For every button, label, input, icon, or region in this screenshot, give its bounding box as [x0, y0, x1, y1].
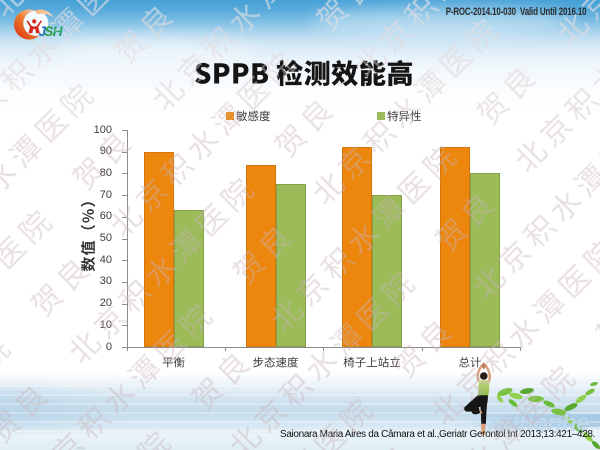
svg-text:H: H: [53, 24, 63, 39]
